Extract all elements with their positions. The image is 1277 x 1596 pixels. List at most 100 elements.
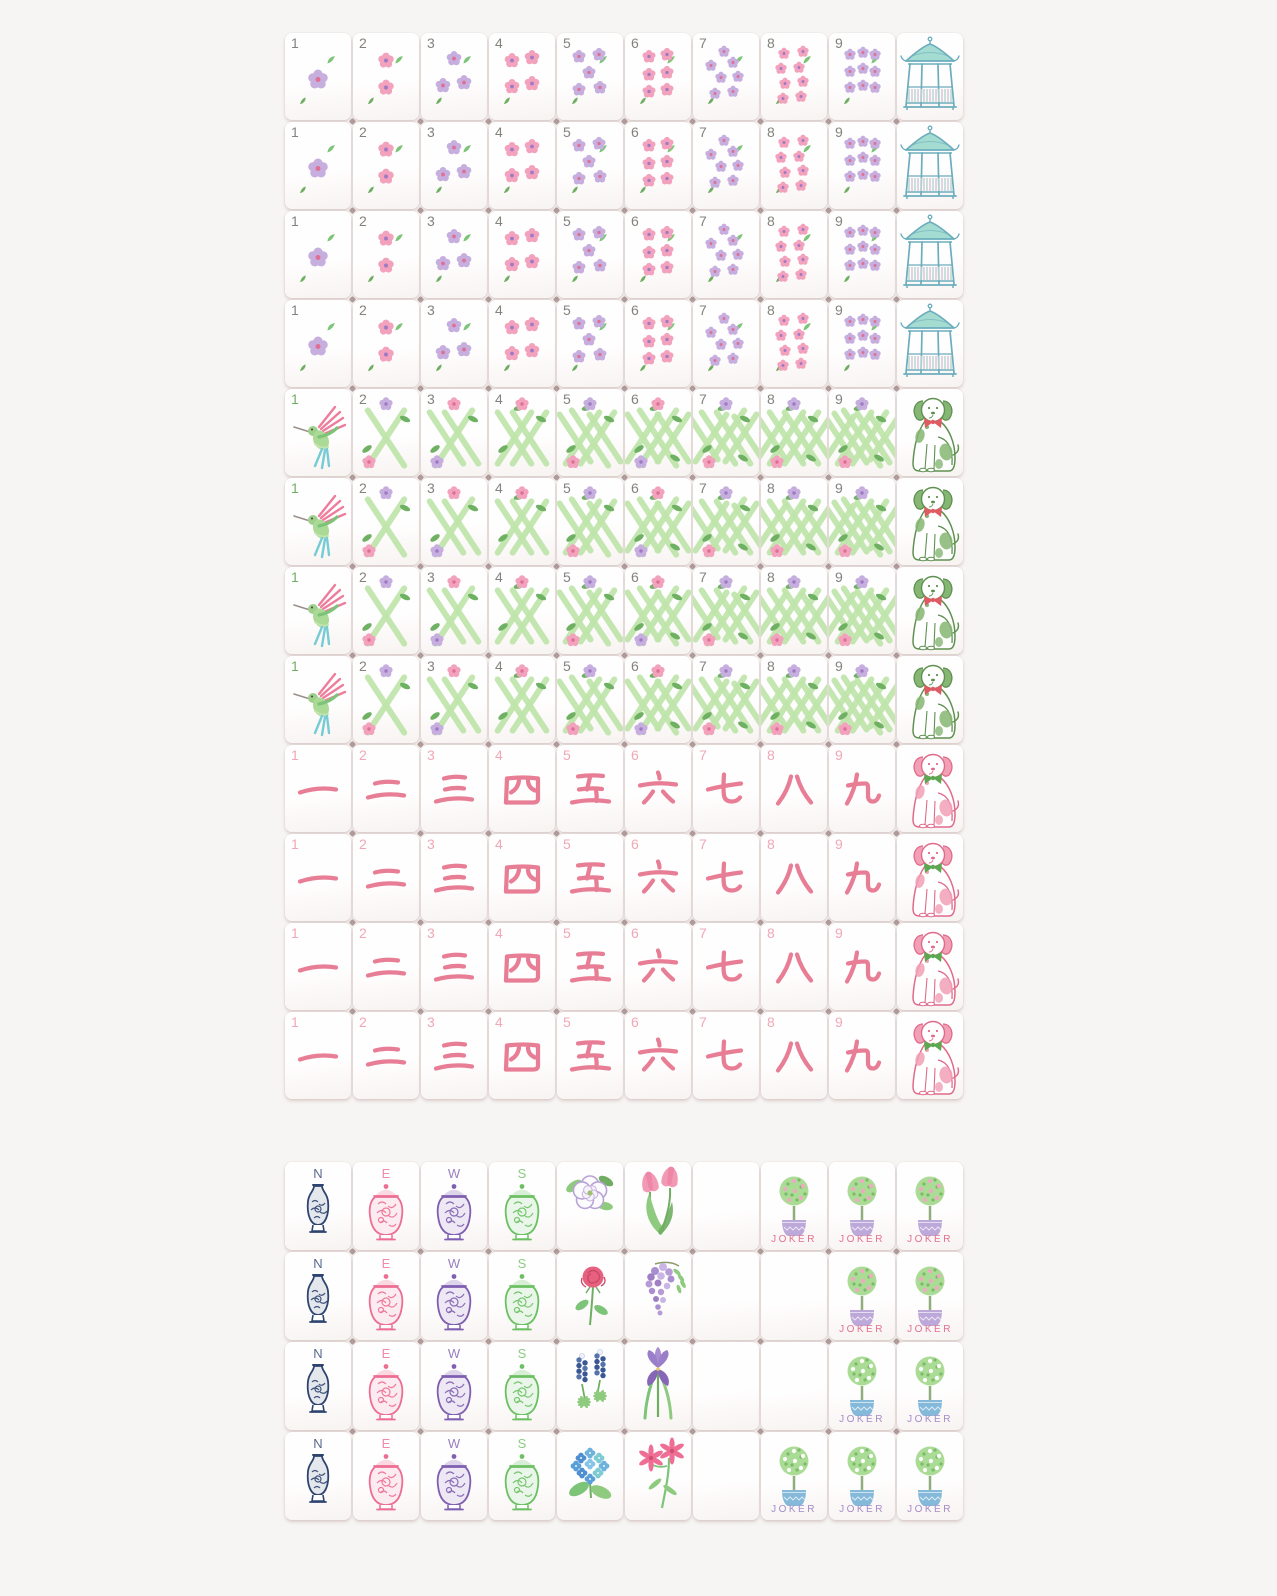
tile-character-2[interactable]: 2 bbox=[353, 745, 419, 832]
tile-wind-w[interactable]: W bbox=[421, 1342, 487, 1430]
tile-bonus-wisteria[interactable] bbox=[625, 1252, 691, 1340]
tile-dot-4[interactable]: 4 bbox=[489, 211, 555, 298]
tile-dot-9[interactable]: 9 bbox=[829, 211, 895, 298]
tile-dot-6[interactable]: 6 bbox=[625, 33, 691, 120]
tile-dot-7[interactable]: 7 bbox=[693, 211, 759, 298]
tile-dot-9[interactable]: 9 bbox=[829, 300, 895, 387]
tile-character-7[interactable]: 7 bbox=[693, 1012, 759, 1099]
tile-bamboo-8[interactable]: 8 bbox=[754, 478, 834, 565]
tile-character-5[interactable]: 5 bbox=[557, 923, 623, 1010]
tile-dot-3[interactable]: 3 bbox=[421, 300, 487, 387]
tile-bamboo-4[interactable]: 4 bbox=[489, 567, 555, 654]
tile-joker[interactable]: JOKER bbox=[829, 1162, 895, 1250]
tile-character-3[interactable]: 3 bbox=[421, 923, 487, 1010]
tile-character-7[interactable]: 7 bbox=[693, 745, 759, 832]
tile-character-4[interactable]: 4 bbox=[489, 923, 555, 1010]
tile-bamboo-8[interactable]: 8 bbox=[754, 389, 834, 476]
tile-red-dragon-dog[interactable] bbox=[897, 834, 963, 921]
tile-bamboo-8[interactable]: 8 bbox=[754, 567, 834, 654]
tile-character-5[interactable]: 5 bbox=[557, 745, 623, 832]
tile-bamboo-9[interactable]: 9 bbox=[821, 567, 903, 654]
tile-bamboo-5[interactable]: 5 bbox=[556, 389, 624, 476]
tile-character-9[interactable]: 9 bbox=[829, 923, 895, 1010]
tile-wind-w[interactable]: W bbox=[421, 1162, 487, 1250]
tile-bamboo-7[interactable]: 7 bbox=[686, 478, 766, 565]
tile-green-dragon-dog[interactable] bbox=[897, 567, 963, 654]
tile-bamboo-5[interactable]: 5 bbox=[556, 656, 624, 743]
tile-dot-4[interactable]: 4 bbox=[489, 33, 555, 120]
tile-bamboo-6[interactable]: 6 bbox=[624, 567, 692, 654]
tile-bamboo-2[interactable]: 2 bbox=[353, 478, 419, 565]
tile-bamboo-7[interactable]: 7 bbox=[686, 567, 766, 654]
tile-character-5[interactable]: 5 bbox=[557, 834, 623, 921]
tile-joker[interactable]: JOKER bbox=[897, 1252, 963, 1340]
tile-bamboo-6[interactable]: 6 bbox=[624, 389, 692, 476]
tile-bamboo-7[interactable]: 7 bbox=[686, 389, 766, 476]
tile-joker[interactable]: JOKER bbox=[829, 1432, 895, 1520]
tile-dot-2[interactable]: 2 bbox=[353, 33, 419, 120]
tile-wind-e[interactable]: E bbox=[353, 1252, 419, 1340]
tile-bamboo-6[interactable]: 6 bbox=[624, 656, 692, 743]
tile-bonus-hydrangea[interactable] bbox=[557, 1432, 623, 1520]
tile-dot-7[interactable]: 7 bbox=[693, 33, 759, 120]
tile-joker[interactable]: JOKER bbox=[829, 1342, 895, 1430]
tile-bonus-lily[interactable] bbox=[625, 1432, 691, 1520]
tile-bonus-iris[interactable] bbox=[625, 1342, 691, 1430]
tile-bamboo-8[interactable]: 8 bbox=[754, 656, 834, 743]
tile-character-1[interactable]: 1 bbox=[285, 1012, 351, 1099]
tile-character-6[interactable]: 6 bbox=[625, 1012, 691, 1099]
tile-dot-6[interactable]: 6 bbox=[625, 300, 691, 387]
tile-character-8[interactable]: 8 bbox=[761, 923, 827, 1010]
tile-bamboo-7[interactable]: 7 bbox=[686, 656, 766, 743]
tile-wind-s[interactable]: S bbox=[489, 1252, 555, 1340]
tile-bamboo-9[interactable]: 9 bbox=[821, 389, 903, 476]
tile-joker[interactable]: JOKER bbox=[897, 1432, 963, 1520]
tile-character-1[interactable]: 1 bbox=[285, 923, 351, 1010]
tile-dot-3[interactable]: 3 bbox=[421, 211, 487, 298]
tile-wind-n[interactable]: N bbox=[285, 1342, 351, 1430]
tile-dot-4[interactable]: 4 bbox=[489, 300, 555, 387]
tile-dot-4[interactable]: 4 bbox=[489, 122, 555, 209]
tile-red-dragon-dog[interactable] bbox=[897, 1012, 963, 1099]
tile-bonus-white-rose[interactable] bbox=[557, 1162, 623, 1250]
tile-white-dragon-gazebo[interactable] bbox=[897, 122, 963, 209]
tile-dot-1[interactable]: 1 bbox=[285, 300, 351, 387]
tile-joker[interactable]: JOKER bbox=[897, 1342, 963, 1430]
tile-bonus-red-rose[interactable] bbox=[557, 1252, 623, 1340]
tile-wind-e[interactable]: E bbox=[353, 1162, 419, 1250]
tile-wind-s[interactable]: S bbox=[489, 1162, 555, 1250]
tile-wind-w[interactable]: W bbox=[421, 1252, 487, 1340]
tile-bamboo-3[interactable]: 3 bbox=[421, 656, 487, 743]
tile-dot-6[interactable]: 6 bbox=[625, 211, 691, 298]
tile-dot-5[interactable]: 5 bbox=[557, 211, 623, 298]
tile-wind-s[interactable]: S bbox=[489, 1432, 555, 1520]
tile-red-dragon-dog[interactable] bbox=[897, 923, 963, 1010]
tile-character-2[interactable]: 2 bbox=[353, 834, 419, 921]
tile-wind-w[interactable]: W bbox=[421, 1432, 487, 1520]
tile-character-9[interactable]: 9 bbox=[829, 1012, 895, 1099]
tile-dot-1[interactable]: 1 bbox=[285, 33, 351, 120]
tile-character-7[interactable]: 7 bbox=[693, 923, 759, 1010]
tile-character-4[interactable]: 4 bbox=[489, 745, 555, 832]
tile-dot-7[interactable]: 7 bbox=[693, 300, 759, 387]
tile-blank[interactable] bbox=[693, 1432, 759, 1520]
tile-bamboo-1-hummingbird[interactable]: 1 bbox=[285, 478, 351, 565]
tile-wind-n[interactable]: N bbox=[285, 1252, 351, 1340]
tile-dot-3[interactable]: 3 bbox=[421, 33, 487, 120]
tile-dot-1[interactable]: 1 bbox=[285, 122, 351, 209]
tile-white-dragon-gazebo[interactable] bbox=[897, 33, 963, 120]
tile-character-1[interactable]: 1 bbox=[285, 834, 351, 921]
tile-character-9[interactable]: 9 bbox=[829, 745, 895, 832]
tile-dot-8[interactable]: 8 bbox=[761, 211, 827, 298]
tile-character-3[interactable]: 3 bbox=[421, 834, 487, 921]
tile-character-8[interactable]: 8 bbox=[761, 745, 827, 832]
tile-dot-9[interactable]: 9 bbox=[829, 122, 895, 209]
tile-bamboo-3[interactable]: 3 bbox=[421, 478, 487, 565]
tile-wind-s[interactable]: S bbox=[489, 1342, 555, 1430]
tile-bamboo-1-hummingbird[interactable]: 1 bbox=[285, 567, 351, 654]
tile-bamboo-5[interactable]: 5 bbox=[556, 567, 624, 654]
tile-dot-8[interactable]: 8 bbox=[761, 122, 827, 209]
tile-wind-e[interactable]: E bbox=[353, 1432, 419, 1520]
tile-blank[interactable] bbox=[693, 1342, 759, 1430]
tile-character-7[interactable]: 7 bbox=[693, 834, 759, 921]
